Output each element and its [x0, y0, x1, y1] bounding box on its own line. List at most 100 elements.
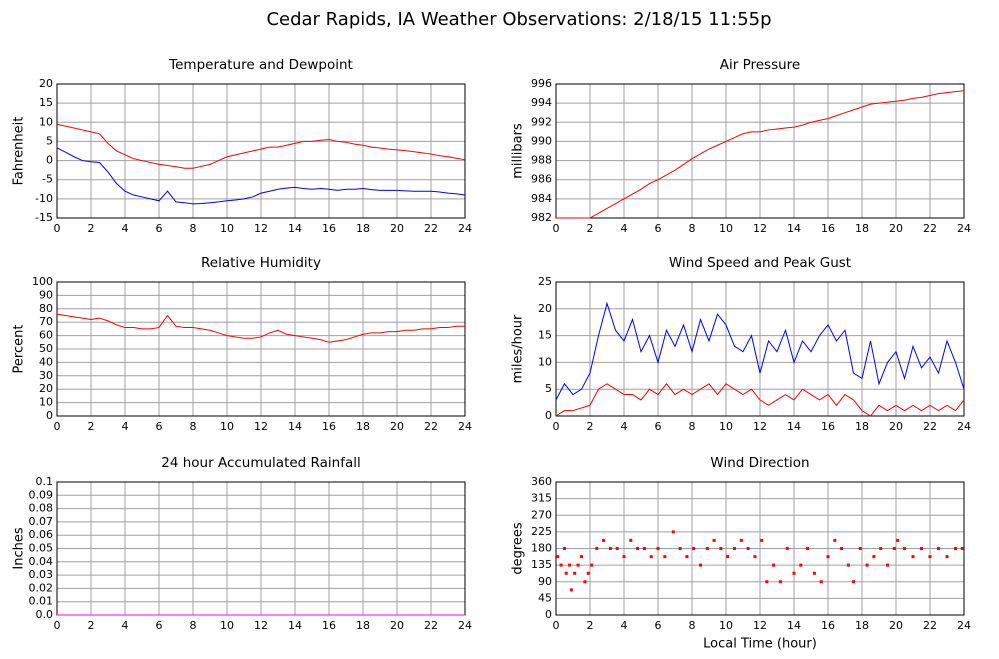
data-point [576, 563, 580, 567]
data-point [799, 563, 803, 567]
plot-frame [555, 481, 965, 616]
data-point [629, 538, 633, 542]
x-tick-label: 2 [587, 420, 594, 433]
data-point [945, 555, 949, 559]
data-point [615, 547, 619, 550]
data-point [806, 547, 810, 550]
y-tick-label: 270 [531, 508, 552, 521]
x-tick-label: 18 [855, 420, 869, 433]
x-tick-label: 14 [787, 420, 801, 433]
x-tick-label: 20 [390, 420, 404, 433]
x-tick-label: 8 [689, 420, 696, 433]
panel-title: Air Pressure [720, 57, 800, 73]
x-tick-label: 10 [719, 420, 733, 433]
y-axis-label: millibars [511, 123, 526, 179]
data-point [760, 538, 764, 542]
data-point [649, 555, 653, 559]
y-tick-label: 992 [531, 115, 552, 128]
y-axis-label: degrees [511, 522, 526, 575]
x-tick-label: 12 [254, 420, 268, 433]
x-tick-label: 14 [288, 222, 302, 235]
y-tick-label: 45 [538, 591, 552, 604]
data-point [568, 563, 572, 567]
x-tick-label: 10 [220, 619, 234, 632]
data-point [636, 547, 640, 550]
x-tick-label: 22 [923, 420, 937, 433]
y-tick-label: 0.03 [29, 568, 54, 581]
y-tick-label: 990 [531, 134, 552, 147]
y-tick-label: 50 [39, 342, 53, 355]
x-tick-label: 14 [288, 420, 302, 433]
x-tick-label: 16 [821, 619, 835, 632]
y-tick-label: 10 [538, 355, 552, 368]
y-tick-label: 135 [531, 558, 552, 571]
x-tick-label: 0 [54, 420, 61, 433]
x-tick-label: 4 [621, 619, 628, 632]
x-tick-label: 12 [753, 619, 767, 632]
x-tick-label: 0 [553, 420, 560, 433]
panel-title: Temperature and Dewpoint [168, 57, 353, 73]
y-tick-label: 0.05 [29, 542, 54, 555]
x-tick-label: 18 [356, 420, 370, 433]
data-point [852, 580, 855, 584]
y-tick-label: 0.02 [29, 581, 54, 594]
x-tick-label: 4 [621, 420, 628, 433]
data-point [642, 547, 646, 550]
y-tick-label: 0.06 [29, 528, 54, 541]
x-tick-label: 22 [923, 619, 937, 632]
data-point [595, 547, 599, 550]
x-tick-label: 20 [889, 619, 903, 632]
data-point [826, 555, 830, 559]
y-tick-label: 0.09 [29, 488, 54, 501]
x-tick-label: 16 [821, 222, 835, 235]
plot-frame [56, 281, 466, 417]
x-tick-label: 4 [122, 619, 129, 632]
x-tick-label: 16 [322, 619, 336, 632]
x-tick-label: 6 [156, 420, 163, 433]
x-tick-label: 4 [122, 222, 129, 235]
data-point [583, 580, 587, 584]
x-tick-label: 20 [390, 619, 404, 632]
data-point [886, 563, 889, 567]
x-tick-label: 24 [458, 619, 472, 632]
data-point [911, 555, 915, 559]
data-point [564, 571, 568, 575]
data-point [733, 547, 736, 550]
x-tick-label: 22 [424, 619, 438, 632]
x-tick-label: 12 [254, 619, 268, 632]
data-point [699, 563, 702, 567]
data-point [622, 555, 626, 559]
y-tick-label: 30 [39, 369, 53, 382]
data-point [846, 563, 850, 567]
x-axis-label: Local Time (hour) [703, 637, 817, 652]
data-point [772, 563, 776, 567]
data-line [56, 123, 466, 169]
x-tick-label: 0 [54, 222, 61, 235]
data-point [960, 547, 964, 550]
y-tick-label: 15 [538, 329, 552, 342]
y-tick-label: 0.04 [29, 555, 54, 568]
data-point [896, 538, 900, 542]
data-point [726, 555, 730, 559]
x-tick-label: 10 [719, 619, 733, 632]
data-point [792, 571, 796, 575]
y-tick-label: 10 [39, 115, 53, 128]
x-tick-label: 0 [553, 222, 560, 235]
x-tick-label: 8 [190, 619, 197, 632]
y-axis-label: Fahrenheit [12, 117, 27, 186]
x-tick-label: 20 [889, 420, 903, 433]
data-point [608, 547, 612, 550]
y-tick-label: 0 [545, 608, 552, 621]
x-tick-label: 0 [553, 619, 560, 632]
x-tick-label: 22 [424, 420, 438, 433]
data-point [954, 547, 957, 550]
data-point [819, 580, 823, 584]
x-tick-label: 2 [587, 619, 594, 632]
data-point [840, 547, 844, 550]
x-tick-label: 10 [220, 420, 234, 433]
data-point [586, 571, 590, 575]
x-tick-label: 8 [190, 222, 197, 235]
y-tick-label: 988 [531, 154, 552, 167]
